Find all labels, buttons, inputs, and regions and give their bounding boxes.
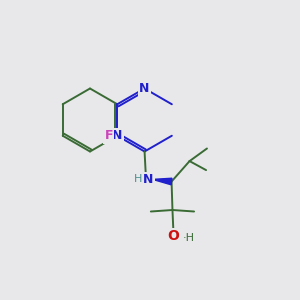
Text: N: N [112,129,122,142]
Text: N: N [143,172,154,186]
Polygon shape [153,178,172,185]
Text: H: H [134,174,142,184]
Text: ·H: ·H [183,233,195,243]
Text: O: O [167,229,179,243]
Text: F: F [105,129,113,142]
Text: N: N [140,82,150,95]
